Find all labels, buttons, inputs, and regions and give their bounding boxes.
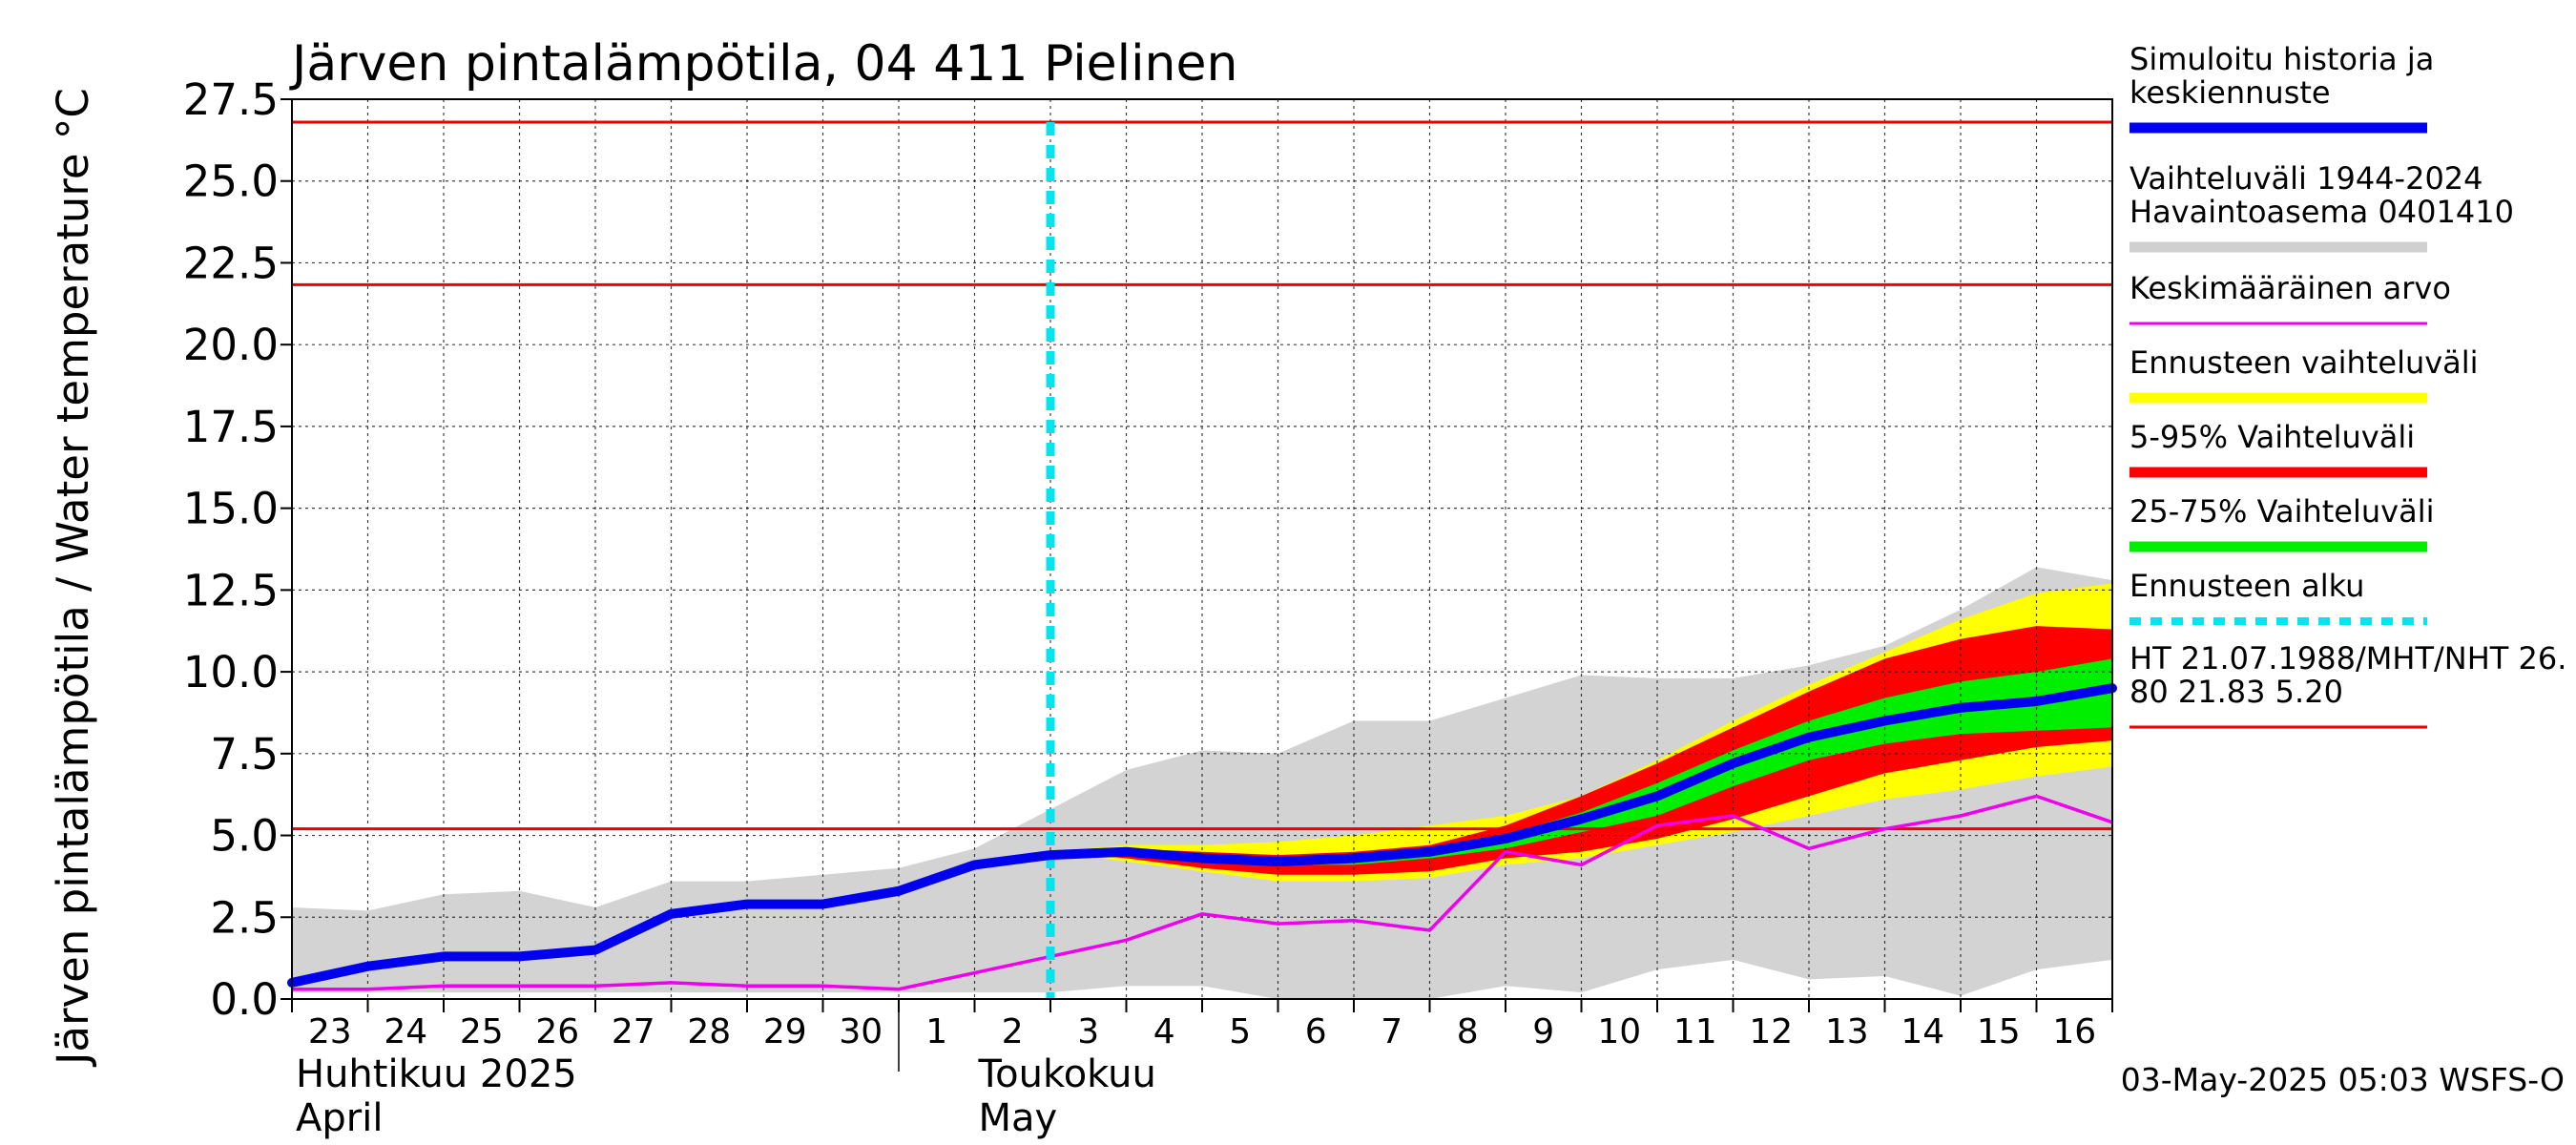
x-tick-label: 9 xyxy=(1532,1012,1554,1051)
y-tick-label: 15.0 xyxy=(183,484,279,534)
band-25-75 xyxy=(1050,658,2112,865)
legend-label: keskiennuste xyxy=(2129,74,2331,111)
x-tick-label: 26 xyxy=(535,1012,579,1051)
x-tick-label: 3 xyxy=(1077,1012,1099,1051)
chart-title: Järven pintalämpötila, 04 411 Pielinen xyxy=(289,35,1237,93)
legend-label: 25-75% Vaihteluväli xyxy=(2129,493,2434,530)
legend-label: Vaihteluväli 1944-2024 xyxy=(2129,160,2483,197)
month-label-en: May xyxy=(979,1096,1058,1140)
legend-label: Simuloitu historia ja xyxy=(2129,41,2434,77)
grid xyxy=(292,99,2112,999)
y-tick-label: 27.5 xyxy=(183,74,279,125)
band-5-95 xyxy=(1050,626,2112,875)
x-tick-label: 30 xyxy=(839,1012,883,1051)
x-tick-label: 8 xyxy=(1457,1012,1479,1051)
x-tick-label: 10 xyxy=(1597,1012,1641,1051)
y-tick-label: 0.0 xyxy=(210,974,279,1025)
x-tick-label: 5 xyxy=(1229,1012,1251,1051)
x-tick-label: 16 xyxy=(2052,1012,2096,1051)
x-tick-label: 6 xyxy=(1305,1012,1327,1051)
legend-label: Ennusteen alku xyxy=(2129,568,2364,604)
x-tick-labels: 23 24 25 26 27 28 29 30 1 2 3 4 5 6 7 8 9 10 11 12 13 14 15 16 xyxy=(308,1012,2096,1051)
plot-area xyxy=(280,98,2117,1012)
legend-label: 5-95% Vaihteluväli xyxy=(2129,419,2415,455)
month-label-en: April xyxy=(296,1096,383,1140)
y-tick-label: 7.5 xyxy=(210,729,279,780)
y-tick-label: 2.5 xyxy=(210,892,279,943)
x-tick-label: 24 xyxy=(384,1012,427,1051)
month-label-fi: Huhtikuu 2025 xyxy=(296,1052,577,1096)
legend-label: HT 21.07.1988/MHT/NHT 26. xyxy=(2129,640,2566,677)
legend-label: Keskimääräinen arvo xyxy=(2129,270,2451,306)
forecast-range-band xyxy=(1050,583,2112,882)
legend-item-mean-value: Keskimääräinen arvo xyxy=(2129,270,2451,325)
x-tick-label: 14 xyxy=(1901,1012,1944,1051)
y-tick-label: 25.0 xyxy=(183,156,279,207)
y-tick-label: 22.5 xyxy=(183,238,279,288)
x-tick-label: 29 xyxy=(763,1012,807,1051)
legend-item-reference-levels: HT 21.07.1988/MHT/NHT 26.80 21.83 5.20 xyxy=(2129,640,2566,729)
x-tick-label: 2 xyxy=(1002,1012,1024,1051)
legend-item-forecast-start: Ennusteen alku xyxy=(2129,568,2427,625)
x-tick-label: 12 xyxy=(1749,1012,1793,1051)
y-tick-label: 12.5 xyxy=(183,565,279,615)
timestamp: 03-May-2025 05:03 WSFS-O xyxy=(2121,1061,2565,1098)
x-tick-label: 15 xyxy=(1977,1012,2021,1051)
legend-item-band-25-75: 25-75% Vaihteluväli xyxy=(2129,493,2434,552)
x-tick-label: 13 xyxy=(1825,1012,1869,1051)
y-tick-label: 20.0 xyxy=(183,320,279,370)
y-axis-label: Järven pintalämpötila / Water temperatur… xyxy=(48,88,98,1068)
x-tick-label: 28 xyxy=(687,1012,731,1051)
x-tick-label: 4 xyxy=(1153,1012,1175,1051)
y-tick-labels: 0.0 2.5 5.0 7.5 10.0 12.5 15.0 17.5 20.0 22.5 25.0… xyxy=(183,74,279,1025)
simulated-median-line xyxy=(287,683,2117,988)
x-tick-label: 1 xyxy=(925,1012,947,1051)
y-tick-label: 17.5 xyxy=(183,402,279,452)
x-tick-label: 25 xyxy=(460,1012,504,1051)
x-tick-label: 11 xyxy=(1673,1012,1717,1051)
legend-label: 80 21.83 5.20 xyxy=(2129,674,2343,710)
x-tick-label: 27 xyxy=(612,1012,655,1051)
x-tick-label: 7 xyxy=(1381,1012,1402,1051)
legend-label: Ennusteen vaihteluväli xyxy=(2129,344,2479,381)
y-tick-label: 10.0 xyxy=(183,647,279,697)
mean-value-line xyxy=(292,794,2113,991)
legend-label: Havaintoasema 0401410 xyxy=(2129,194,2514,230)
month-label-fi: Toukokuu xyxy=(978,1052,1156,1096)
y-tick-label: 5.0 xyxy=(210,811,279,862)
legend-item-variation-range: Vaihteluväli 1944-2024 Havaintoasema 040… xyxy=(2129,160,2514,253)
legend-item-band-5-95: 5-95% Vaihteluväli xyxy=(2129,419,2427,478)
legend-item-forecast-range: Ennusteen vaihteluväli xyxy=(2129,344,2479,404)
x-tick-label: 23 xyxy=(308,1012,352,1051)
